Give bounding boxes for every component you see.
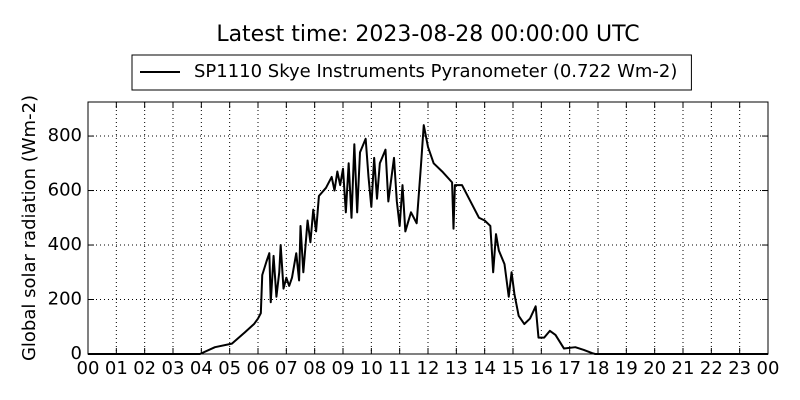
legend-box [131,54,692,91]
x-tick-label: 08 [303,358,326,379]
x-tick-label: 21 [672,358,695,379]
x-tick-label: 05 [218,358,241,379]
x-tick-label: 23 [728,358,751,379]
y-tick-label: 800 [48,125,82,146]
y-tick-label: 600 [48,180,82,201]
x-tick-label: 18 [587,358,610,379]
x-tick-label: 12 [417,358,440,379]
x-tick-label: 14 [473,358,496,379]
x-tick-label: 15 [502,358,525,379]
x-tick-label: 16 [530,358,553,379]
y-tick-label: 400 [48,234,82,255]
y-tick-label: 200 [48,289,82,310]
x-tick-label: 17 [558,358,581,379]
x-tick-label: 01 [105,358,128,379]
x-tick-label: 00 [77,358,100,379]
x-tick-label: 22 [700,358,723,379]
y-tick-label: 0 [71,343,82,364]
x-tick-label: 06 [247,358,270,379]
x-tick-label: 09 [332,358,355,379]
x-tick-label: 20 [643,358,666,379]
x-tick-label: 03 [162,358,185,379]
plot-frame [87,101,769,355]
x-tick-label: 10 [360,358,383,379]
x-tick-label: 07 [275,358,298,379]
y-axis-label: Global solar radiation (Wm-2) [19,95,40,361]
x-tick-label: 00 [757,358,780,379]
legend-label: SP1110 Skye Instruments Pyranometer (0.7… [194,61,677,82]
x-tick-label: 11 [388,358,411,379]
x-tick-label: 04 [190,358,213,379]
data-line [88,124,768,355]
chart-title: Latest time: 2023-08-28 00:00:00 UTC [216,22,639,47]
x-tick-label: 02 [133,358,156,379]
x-tick-label: 13 [445,358,468,379]
x-tick-label: 19 [615,358,638,379]
